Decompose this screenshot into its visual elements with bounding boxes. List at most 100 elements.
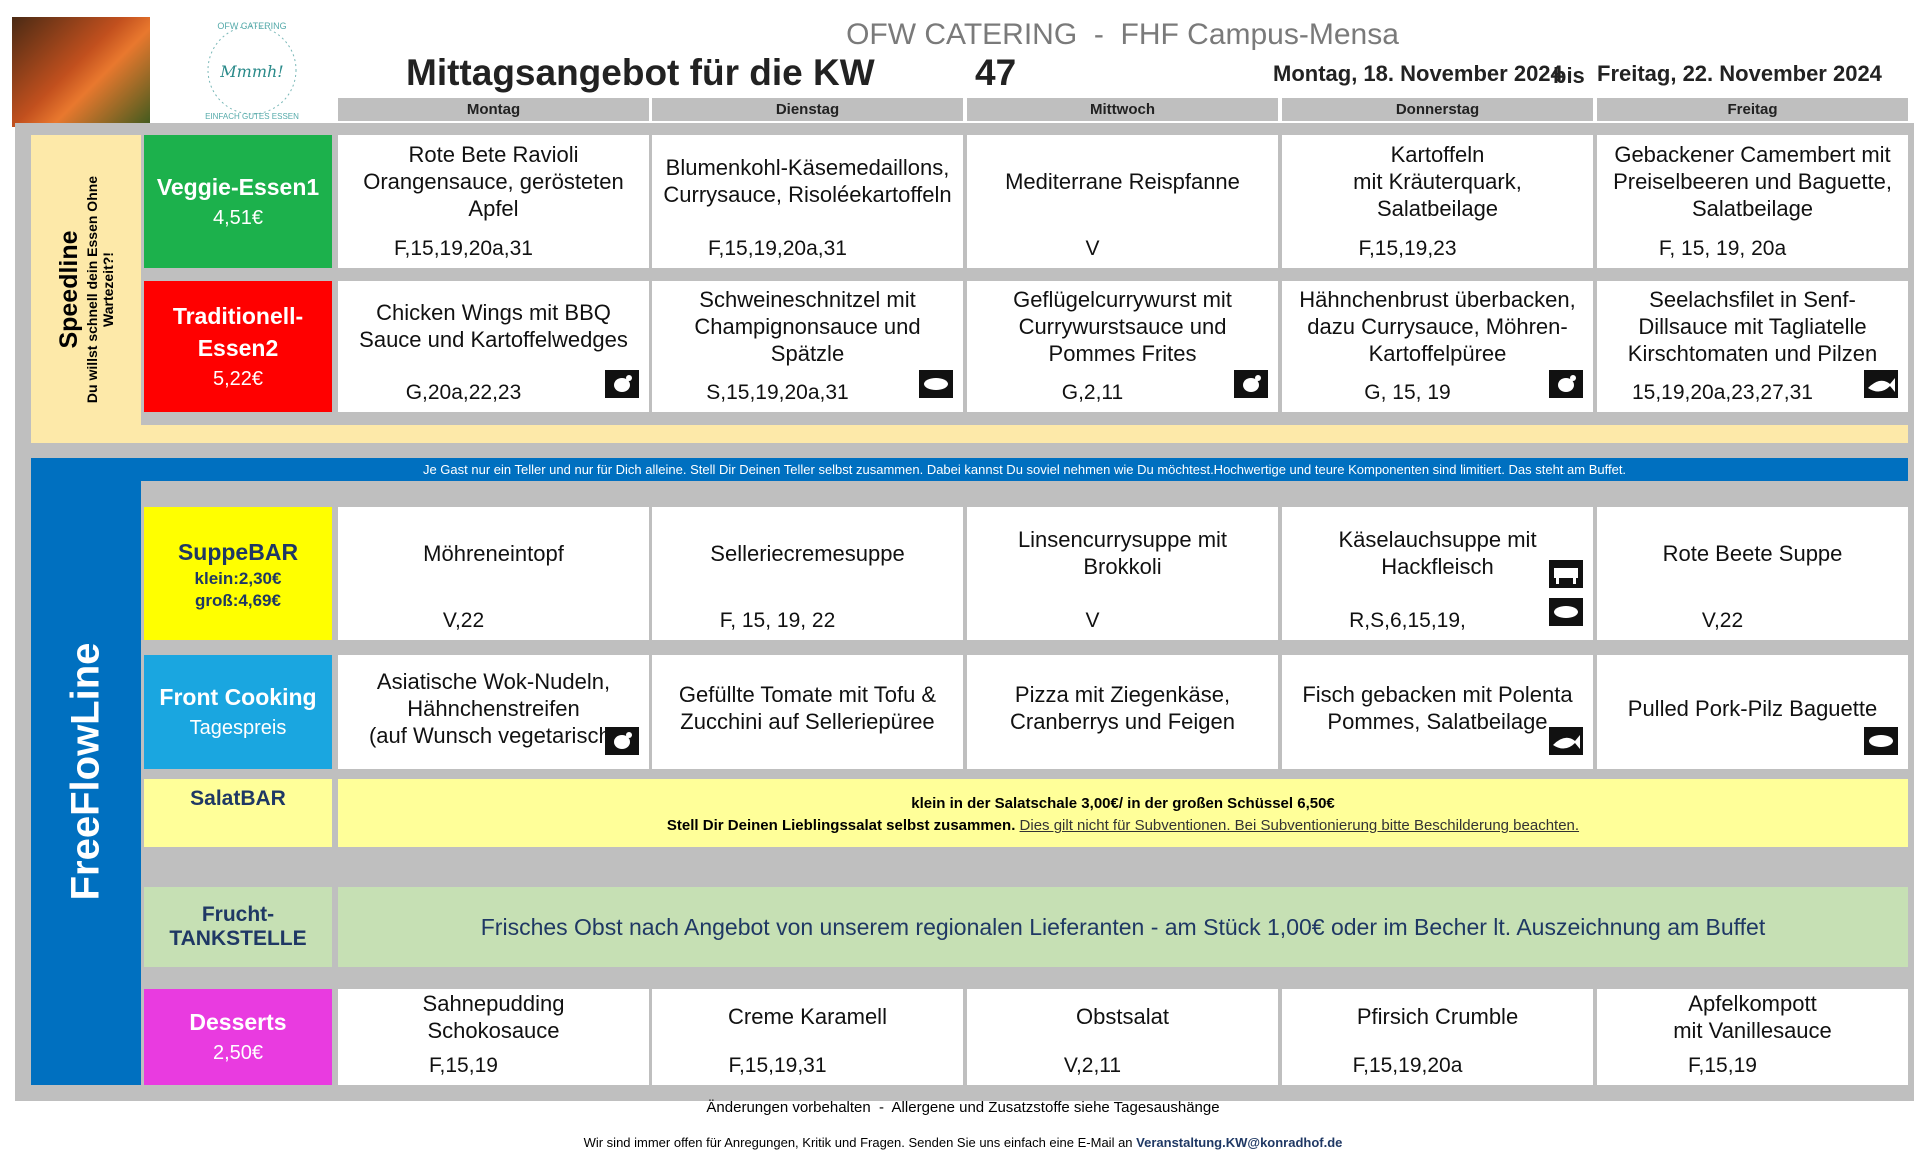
row-name: SuppeBAR (177, 538, 299, 565)
dish-line: Möhreneintopf (423, 540, 564, 566)
salat-info: klein in der Salatschale 3,00€/ in der g… (338, 779, 1908, 847)
meat-icon (605, 727, 639, 761)
dish: Mediterrane Reispfanne (1005, 135, 1240, 235)
allergens: V (1085, 609, 1100, 632)
allergens: F,15,19,23 (1358, 237, 1457, 260)
meat-icon (605, 370, 639, 404)
meat-icon (1864, 727, 1898, 761)
menu-cell: Möhreneintopf V,22 (338, 507, 649, 640)
dish-line: Seelachsfilet in Senf- (1649, 286, 1856, 312)
dish: Pulled Pork-Pilz Baguette (1628, 655, 1877, 769)
salat-note: Dies gilt nicht für Subventionen. Bei Su… (1019, 817, 1580, 834)
row-name: Traditionell- (172, 302, 304, 329)
bis: bis (1553, 63, 1585, 88)
menu-cell: Pizza mit Ziegenkäse, Cranberrys und Feig… (967, 655, 1278, 769)
meat-icon (1864, 370, 1898, 404)
dish: Gebackener Camembert mit Preiselbeeren un… (1613, 135, 1892, 235)
dish-line: Pulled Pork-Pilz Baguette (1627, 695, 1878, 721)
menu-cell: Fisch gebacken mit Polenta Pommes, Salatb… (1282, 655, 1593, 769)
dish-line: Salatbeilage (1691, 195, 1814, 221)
dish: Rote Bete Ravioli Orangensauce, geröstete… (363, 135, 624, 235)
dish-line: Pfirsich Crumble (1356, 1004, 1519, 1029)
dish-line: Geflügelcurrywurst mit (1013, 286, 1232, 312)
dish-line: Selleriecremesuppe (710, 540, 905, 566)
dish-line: Currysauce, Risoléekartoffeln (663, 182, 952, 207)
dish-line: Orangensauce, gerösteten (363, 168, 624, 194)
speedline-subtitle: Du willst schnell dein Essen Ohne (84, 175, 101, 403)
speedline-subtitle: Wartezeit?! (100, 251, 117, 327)
menu-cell: Kartoffeln mit Kräuterquark, Salatbeilage F… (1282, 135, 1593, 268)
allergens: F,15,19,20a,31 (708, 237, 847, 260)
dish: Seelachsfilet in Senf- Dillsauce mit Tagl… (1628, 281, 1877, 379)
row-name: Veggie-Essen1 (156, 173, 320, 200)
dish: Geflügelcurrywurst mit Currywurstsauce un… (1013, 281, 1232, 379)
dish-line: Currywurstsauce und (1018, 313, 1227, 339)
meat-icon (1234, 370, 1268, 404)
menu-cell: Selleriecremesuppe F, 15, 19, 22 (652, 507, 963, 640)
day-header: Montag (338, 98, 649, 121)
dish-line: dazu Currysauce, Möhren- (1307, 313, 1568, 339)
dish-line: mit Vanillesauce (1673, 1017, 1832, 1043)
dish: Apfelkompott mit Vanillesauce (1673, 989, 1832, 1052)
dish-line: Pommes, Salatbeilage (1327, 709, 1548, 734)
row-name: Desserts (189, 1009, 287, 1035)
dish: Schweineschnitzel mit Champignonsauce und… (694, 281, 920, 379)
dish-line: Salatbeilage (1376, 195, 1499, 221)
salat-line: klein in der Salatschale 3,00€/ in der g… (911, 795, 1335, 812)
dish: Linsencurrysuppe mit Brokkoli (1018, 507, 1227, 607)
dish-line: Sahnepudding (422, 990, 565, 1016)
dish: Blumenkohl-Käsemedaillons, Currysauce, Ri… (663, 135, 951, 235)
row-label: Desserts 2,50€ (144, 989, 332, 1085)
dish-line: Käselauchsuppe mit (1338, 527, 1537, 552)
logo-slogan: EINFACH GUTES ESSEN (205, 112, 299, 121)
dish-line: Preiselbeeren und Baguette, (1613, 168, 1892, 194)
dish-line: Brokkoli (1083, 554, 1162, 579)
row-price: groß:4,69€ (195, 590, 281, 610)
dish: Sahnepudding Schokosauce (423, 989, 565, 1052)
allergens: V,22 (1701, 609, 1744, 632)
logo-script: Mmmh! (219, 62, 283, 81)
dish-line: Pizza mit Ziegenkäse, (1014, 682, 1231, 707)
meat-icon (1549, 560, 1583, 594)
meat-icon (1549, 598, 1583, 632)
logo: OFW CATERING Mmmh! EINFACH GUTES ESSEN (205, 21, 299, 121)
row-label: Veggie-Essen1 4,51€ (144, 135, 332, 268)
freeflow-side: FreeFlowLine (31, 458, 141, 1085)
menu-cell: Linsencurrysuppe mit Brokkoli V (967, 507, 1278, 640)
row-name: Front Cooking (159, 684, 317, 710)
menu-cell: Mediterrane Reispfanne V (967, 135, 1278, 268)
dish-line: Sauce und Kartoffelwedges (359, 327, 628, 352)
allergens: F, 15, 19, 20a (1658, 237, 1787, 260)
menu-cell: Rote Beete Suppe V,22 (1597, 507, 1908, 640)
allergens: S,15,19,20a,31 (706, 381, 849, 404)
allergens: F,15,19,20a,31 (394, 237, 533, 260)
dish: Asiatische Wok-Nudeln, Hähnchenstreifen (a… (369, 655, 618, 769)
dish: Obstsalat (1076, 989, 1169, 1052)
row-price: klein:2,30€ (194, 568, 282, 588)
row-price: Tagespreis (189, 717, 287, 739)
dish-line: Kartoffeln (1390, 141, 1485, 167)
allergens: F, 15, 19, 22 (719, 609, 836, 632)
dish: Chicken Wings mit BBQ Sauce und Kartoffel… (359, 281, 628, 379)
dish-line: Spätzle (770, 340, 845, 366)
dish-line: Gefüllte Tomate mit Tofu & (678, 682, 937, 707)
footer-contact: Wir sind immer offen für Anregungen, Kri… (0, 1135, 1926, 1150)
day-header: Donnerstag (1282, 98, 1593, 121)
dish-line: Dillsauce mit Tagliatelle (1638, 313, 1867, 339)
row-price: 2,50€ (212, 1042, 264, 1064)
week: 47 (975, 52, 1017, 93)
allergens: G,20a,22,23 (405, 381, 522, 404)
menu-cell: Pulled Pork-Pilz Baguette (1597, 655, 1908, 769)
menu-cell: Geflügelcurrywurst mit Currywurstsauce un… (967, 281, 1278, 412)
dish: Kartoffeln mit Kräuterquark, Salatbeilage (1353, 135, 1522, 235)
day-header: Mittwoch (967, 98, 1278, 121)
dish-line: Rote Bete Ravioli (408, 141, 579, 167)
dish-line: Champignonsauce und (694, 313, 921, 339)
dish: Hähnchenbrust überbacken, dazu Currysauce… (1299, 281, 1575, 379)
dish-line: Gebackener Camembert mit (1614, 141, 1891, 167)
dish: Creme Karamell (728, 989, 887, 1052)
dish-line: Hähnchenbrust überbacken, (1299, 286, 1576, 312)
menu-cell: Blumenkohl-Käsemedaillons, Currysauce, Ri… (652, 135, 963, 268)
row-name: Essen2 (197, 334, 279, 361)
